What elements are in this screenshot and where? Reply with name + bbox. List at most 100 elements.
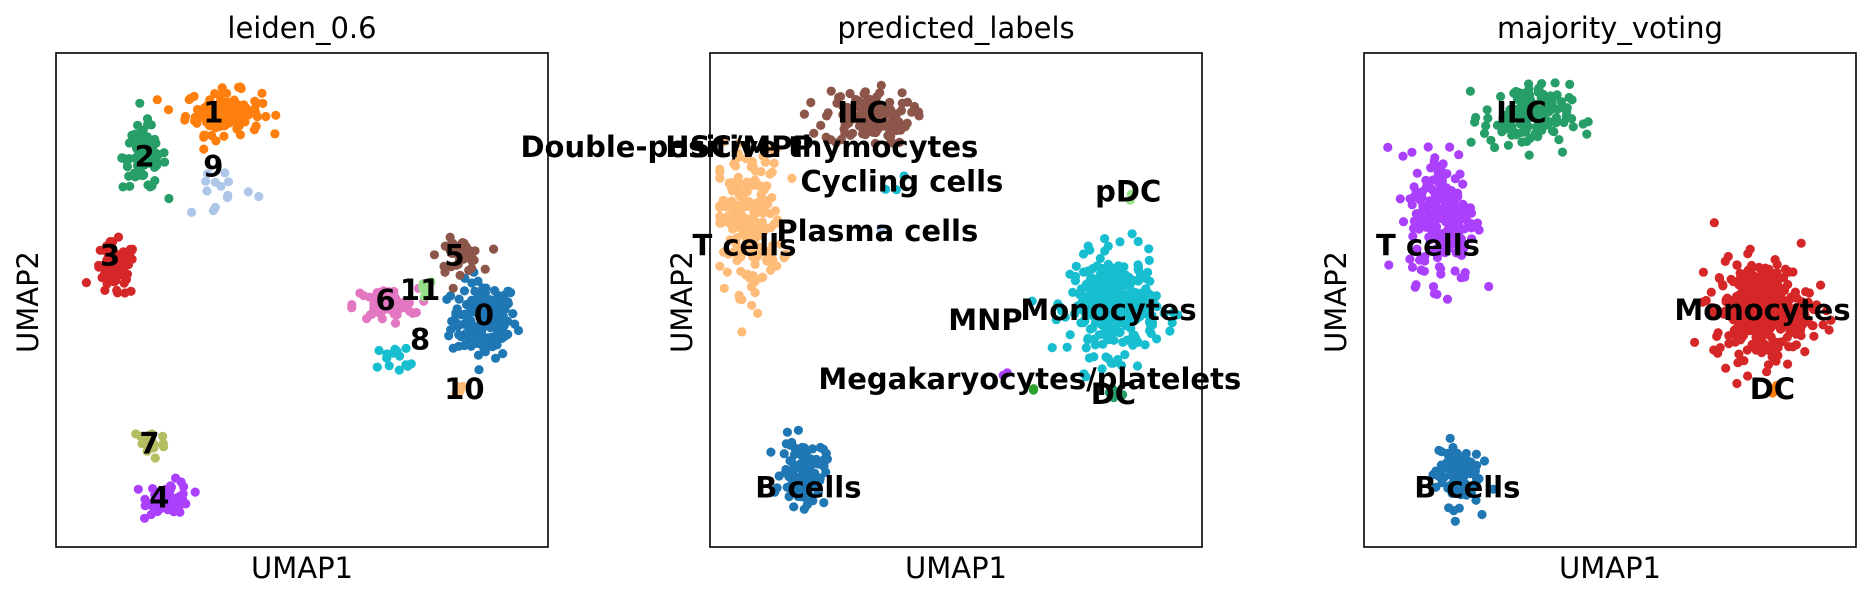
point-ilc — [1507, 121, 1517, 131]
point-9 — [187, 207, 197, 217]
point-5 — [446, 262, 456, 272]
point-t-cells — [738, 244, 748, 254]
point-1 — [257, 88, 267, 98]
point-0 — [492, 297, 502, 307]
point-t-cells — [742, 181, 753, 191]
point-ilc — [1530, 112, 1540, 122]
point-t-cells — [1395, 194, 1405, 204]
point-ilc — [876, 80, 886, 90]
point-monocytes — [1803, 317, 1813, 327]
point-11 — [426, 277, 436, 287]
point-b-cells — [1466, 488, 1476, 498]
point-monocytes — [1074, 289, 1085, 299]
point-t-cells — [1415, 194, 1425, 205]
point-0 — [487, 340, 497, 350]
point-monocytes — [1173, 310, 1183, 320]
point-9 — [220, 168, 230, 178]
point-monocytes — [1771, 356, 1781, 366]
point-1 — [223, 112, 233, 122]
point-1 — [219, 131, 229, 141]
cluster-label-b-cells: B cells — [1414, 471, 1520, 505]
point-4 — [178, 489, 188, 499]
point-0 — [480, 347, 490, 357]
point-ilc — [823, 108, 833, 118]
point-0 — [503, 297, 513, 307]
point-8 — [401, 343, 411, 353]
point-ilc — [845, 105, 855, 115]
point-b-cells — [821, 448, 831, 458]
point-monocytes — [1788, 267, 1798, 277]
point-b-cells — [1448, 442, 1458, 453]
point-b-cells — [779, 449, 789, 459]
point-6 — [347, 303, 357, 313]
point-t-cells — [1411, 209, 1421, 219]
point-b-cells — [781, 439, 791, 449]
point-5 — [448, 283, 458, 293]
cluster-labels: ILC T cells Monocytes DC B cells — [1376, 95, 1851, 504]
point-2 — [117, 153, 127, 163]
point-monocytes — [1097, 364, 1107, 374]
point-4 — [190, 487, 200, 497]
point-b-cells — [784, 491, 794, 502]
point-9 — [223, 177, 234, 187]
point-0 — [491, 353, 501, 363]
point-monocytes — [1720, 256, 1730, 266]
point-b-cells — [815, 476, 825, 486]
point-monocytes — [1125, 281, 1135, 291]
point-t-cells — [752, 198, 762, 208]
point-monocytes — [1732, 291, 1742, 301]
point-b-cells — [793, 425, 804, 435]
point-b-cells — [819, 498, 829, 508]
point-2 — [164, 193, 174, 204]
point-t-cells — [759, 247, 770, 257]
cluster-label-megakaryocytes-platelets: Megakaryocytes/platelets — [818, 362, 1241, 396]
point-t-cells — [1420, 215, 1430, 225]
point-monocytes — [1144, 255, 1154, 265]
point-b-cells — [1450, 516, 1460, 526]
point-monocytes — [1770, 255, 1780, 265]
point-ilc — [860, 87, 871, 97]
point-ilc — [885, 125, 895, 135]
points-layer — [715, 80, 1183, 514]
cluster-label-11: 11 — [400, 273, 440, 307]
point-ilc — [1490, 142, 1500, 153]
point-t-cells — [1458, 179, 1468, 189]
point-monocytes — [1108, 358, 1118, 368]
point-t-cells — [734, 222, 744, 232]
point-monocytes — [1732, 323, 1742, 333]
point-1 — [225, 98, 235, 108]
y-axis-label: UMAP2 — [665, 251, 699, 353]
point-ilc — [1547, 98, 1557, 108]
point-8 — [374, 345, 384, 356]
point-monocytes — [1729, 315, 1739, 325]
point-b-cells — [1488, 484, 1498, 494]
point-t-cells — [715, 202, 725, 212]
point-t-cells — [1461, 203, 1471, 213]
point-mnp — [998, 370, 1008, 380]
point-ilc — [1466, 137, 1476, 147]
point-t-cells — [741, 232, 751, 242]
point-1 — [234, 120, 244, 131]
point-monocytes — [1698, 267, 1708, 277]
point-monocytes — [1731, 308, 1742, 318]
point-t-cells — [1459, 241, 1469, 251]
point-ilc — [864, 94, 875, 104]
point-5 — [445, 232, 455, 242]
cluster-label-10: 10 — [444, 372, 484, 406]
point-t-cells — [1467, 234, 1477, 244]
point-4 — [144, 498, 154, 509]
point-9 — [254, 191, 264, 202]
point-1 — [216, 105, 226, 116]
cluster-label-1: 1 — [203, 95, 223, 129]
point-ilc — [1529, 99, 1539, 109]
point-5 — [439, 261, 449, 271]
point-dc — [1767, 387, 1778, 397]
point-9 — [243, 187, 253, 197]
point-1 — [249, 125, 259, 135]
point-t-cells — [715, 261, 725, 271]
cluster-label-ilc: ILC — [837, 95, 888, 129]
point-ilc — [1511, 86, 1521, 97]
point-1 — [152, 95, 162, 105]
point-monocytes — [1714, 273, 1724, 283]
point-b-cells — [1459, 471, 1469, 481]
